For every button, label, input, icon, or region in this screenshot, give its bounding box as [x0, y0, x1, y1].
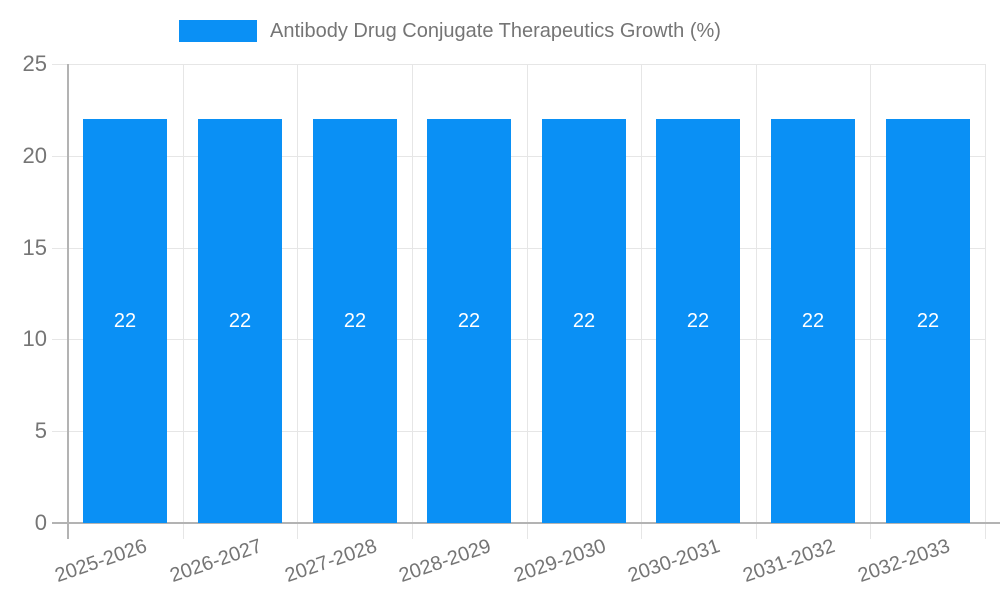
x-axis-tick-label: 2026-2027 [167, 535, 266, 587]
bar-value-label: 22 [572, 310, 596, 332]
x-axis-tick-label: 2031-2032 [740, 535, 839, 587]
bar[interactable] [83, 119, 167, 523]
y-axis-line [67, 64, 69, 539]
bar[interactable] [198, 119, 282, 523]
bar[interactable] [771, 119, 855, 523]
x-gridline [183, 64, 184, 539]
x-axis-tick-label: 2030-2031 [625, 535, 724, 587]
bar[interactable] [886, 119, 970, 523]
x-gridline [756, 64, 757, 539]
x-axis-tick-label: 2032-2033 [855, 535, 954, 587]
bar[interactable] [542, 119, 626, 523]
bar[interactable] [427, 119, 511, 523]
x-gridline [527, 64, 528, 539]
bar-value-label: 22 [686, 310, 710, 332]
y-gridline [52, 248, 985, 249]
legend-swatch [179, 20, 257, 42]
y-axis-tick-label: 20 [22, 143, 47, 168]
bar[interactable] [313, 119, 397, 523]
bar-value-label: 22 [228, 310, 252, 332]
x-gridline [297, 64, 298, 539]
x-gridline [870, 64, 871, 539]
y-gridline [52, 156, 985, 157]
legend-label: Antibody Drug Conjugate Therapeutics Gro… [270, 20, 721, 42]
bar-value-label: 22 [113, 310, 137, 332]
y-axis-tick-label: 0 [34, 510, 47, 535]
y-axis-tick-label: 15 [22, 235, 47, 260]
bar-value-label: 22 [916, 310, 940, 332]
x-gridline [412, 64, 413, 539]
x-gridline [985, 64, 986, 539]
y-gridline [52, 431, 985, 432]
bar[interactable] [656, 119, 740, 523]
y-axis-tick-label: 25 [22, 51, 47, 76]
y-gridline [52, 64, 985, 65]
y-axis-tick-label: 10 [22, 326, 47, 351]
bar-value-label: 22 [801, 310, 825, 332]
x-axis-line [52, 522, 1000, 524]
x-gridline [641, 64, 642, 539]
x-axis-tick-label: 2025-2026 [52, 535, 151, 587]
x-axis-tick-label: 2027-2028 [282, 535, 381, 587]
y-axis-tick-label: 5 [34, 418, 47, 443]
x-axis-tick-label: 2028-2029 [396, 535, 495, 587]
bar-value-label: 22 [343, 310, 367, 332]
bar-value-label: 22 [457, 310, 481, 332]
x-axis-tick-label: 2029-2030 [511, 535, 610, 587]
y-gridline [52, 339, 985, 340]
legend-item[interactable]: Antibody Drug Conjugate Therapeutics Gro… [179, 19, 721, 43]
